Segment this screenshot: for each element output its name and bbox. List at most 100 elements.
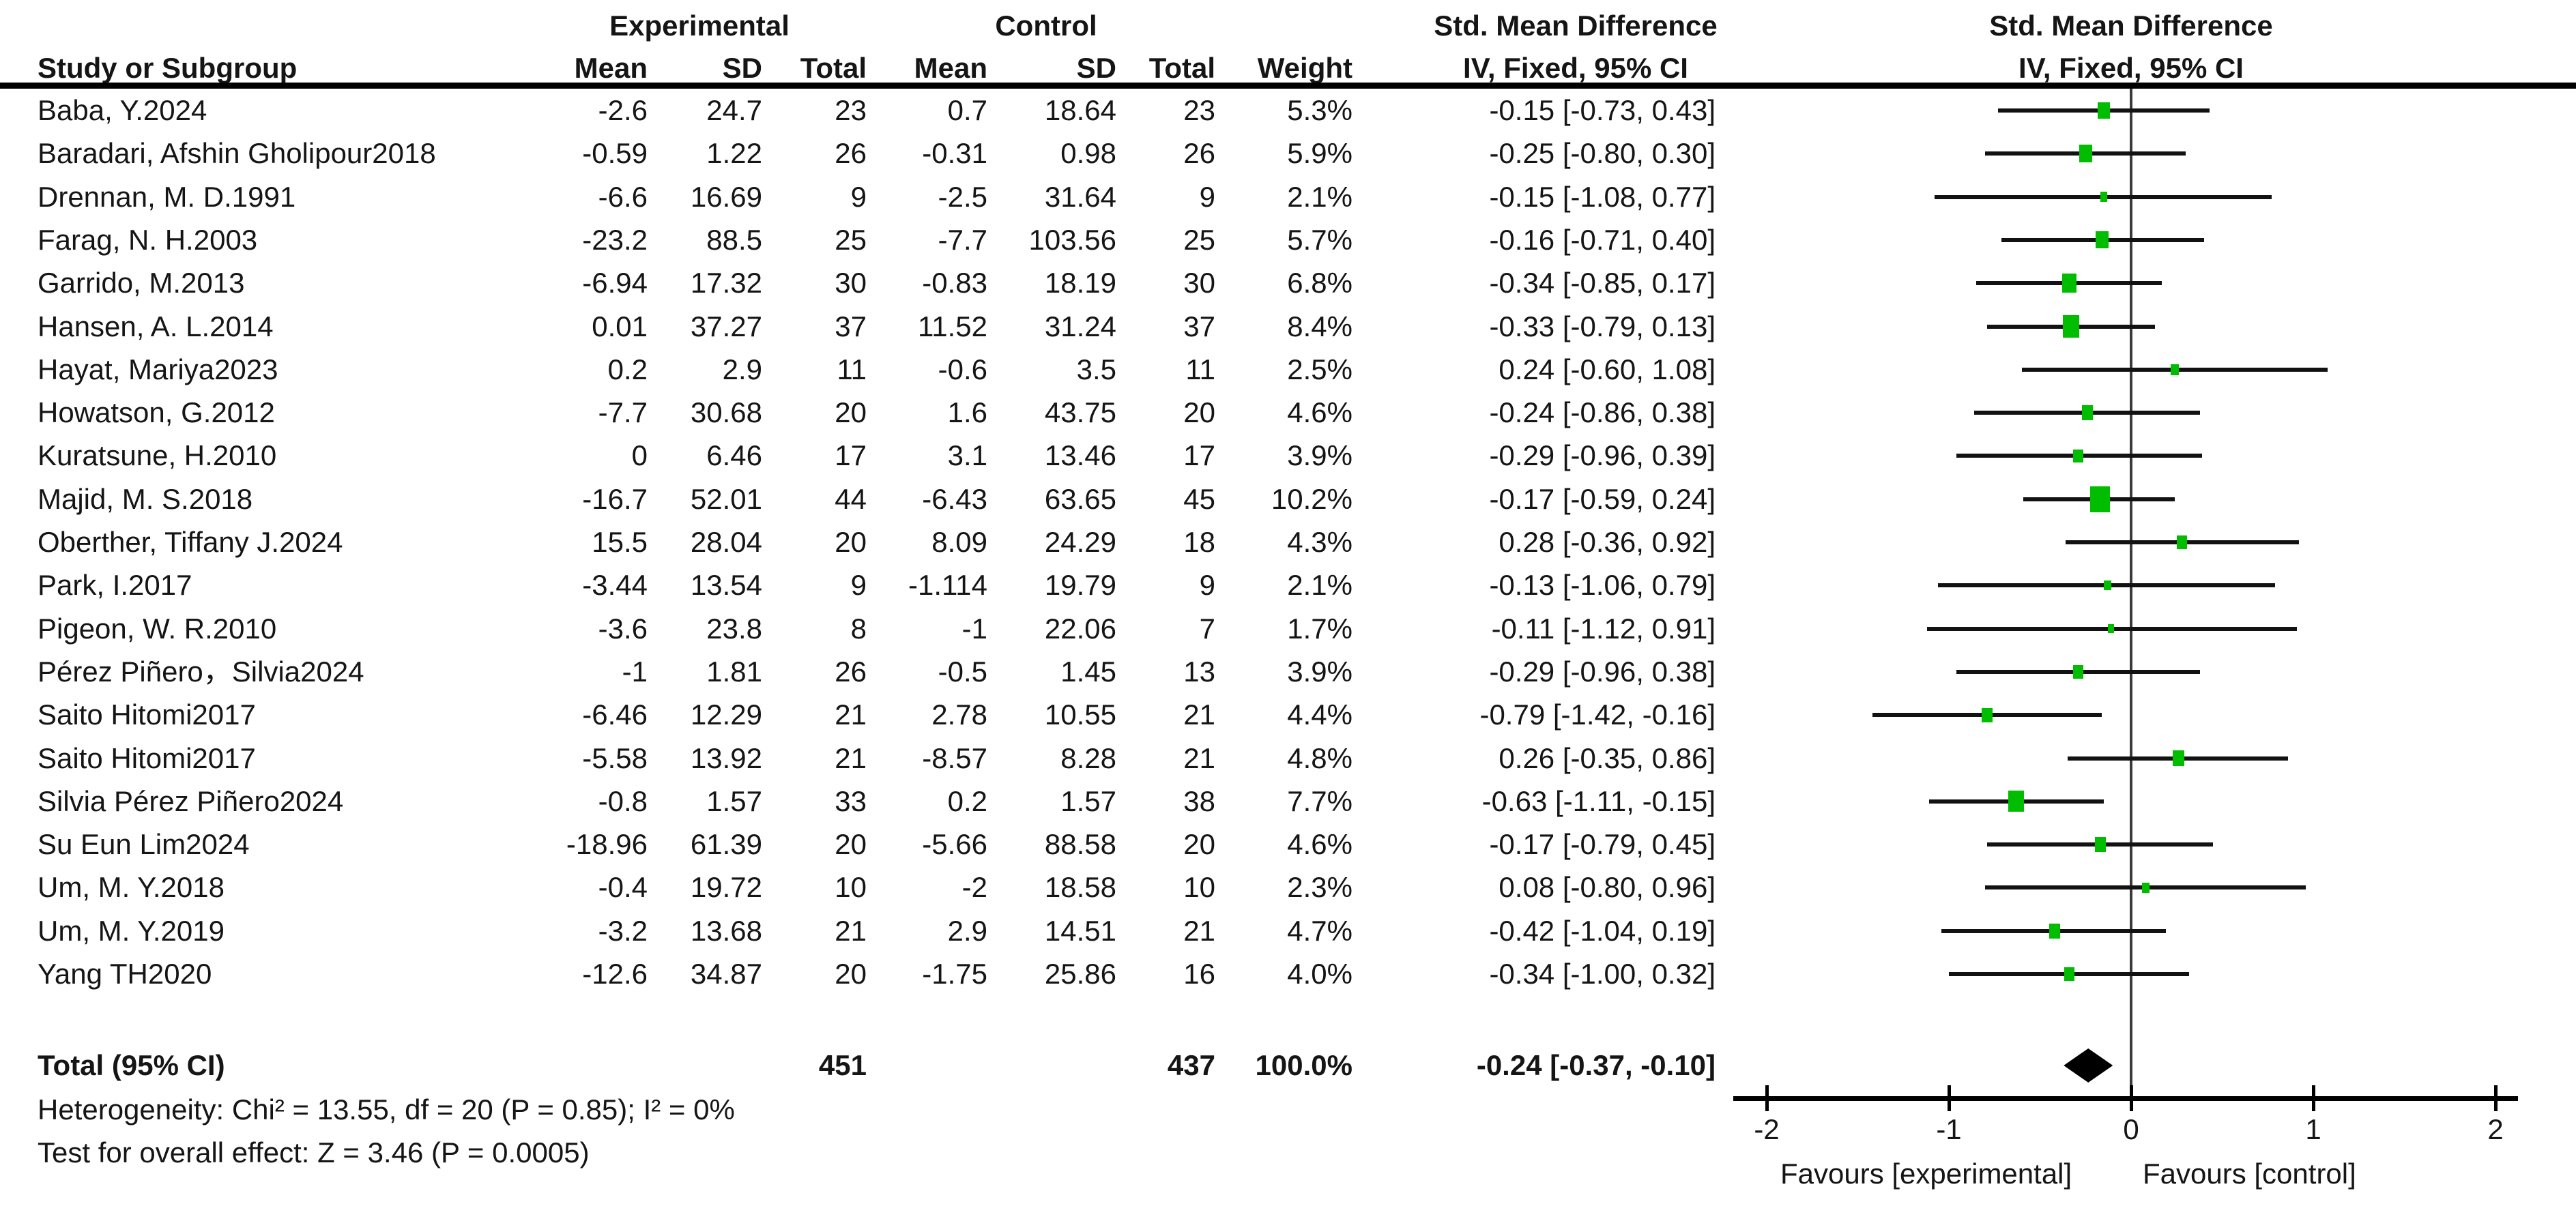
exp-mean: -3.6 (598, 612, 648, 645)
study-name: Kuratsune, H.2010 (38, 439, 277, 472)
weight: 3.9% (1287, 439, 1352, 472)
ctrl-sd: 88.58 (1044, 828, 1116, 861)
ci-text: -0.11 [-1.12, 0.91] (1491, 612, 1716, 645)
exp-mean: -6.94 (582, 267, 648, 299)
weight: 7.7% (1287, 784, 1352, 817)
weight: 2.1% (1287, 180, 1352, 213)
pooled-diamond (2064, 1048, 2113, 1083)
study-name: Howatson, G.2012 (38, 396, 275, 429)
exp-sd: 13.92 (690, 741, 762, 774)
effect-marker (2098, 102, 2110, 119)
effect-marker (2100, 192, 2108, 202)
header-smd-text-column: Std. Mean Difference (1434, 10, 1718, 42)
weight: 4.4% (1287, 698, 1352, 731)
exp-sd: 1.57 (706, 784, 762, 817)
effect-marker (2171, 364, 2179, 375)
exp-mean: 0.01 (592, 310, 648, 342)
exp-mean: -12.6 (582, 958, 648, 990)
ctrl-mean: -6.43 (922, 482, 987, 515)
exp-total: 23 (835, 94, 867, 126)
ctrl-mean: 2.9 (947, 914, 987, 947)
ctrl-mean: 8.09 (931, 526, 987, 558)
ci-text: -0.17 [-0.59, 0.24] (1489, 482, 1716, 515)
total-ci-text: -0.24 [-0.37, -0.10] (1476, 1049, 1716, 1081)
overall-effect-text: Test for overall effect: Z = 3.46 (P = 0… (38, 1136, 590, 1168)
header-ctrl-mean: Mean (914, 52, 987, 84)
ctrl-total: 21 (1183, 914, 1215, 947)
ctrl-total: 16 (1183, 958, 1215, 990)
study-name: Saito Hitomi2017 (38, 741, 256, 774)
study-name: Silvia Pérez Piñero2024 (38, 784, 344, 817)
ctrl-sd: 63.65 (1044, 482, 1116, 515)
ctrl-total: 45 (1183, 482, 1215, 515)
ctrl-total: 26 (1183, 137, 1215, 170)
header-ctrl-total: Total (1148, 52, 1215, 84)
study-name: Um, M. Y.2018 (38, 871, 225, 904)
exp-mean: -3.2 (598, 914, 648, 947)
ctrl-total: 10 (1183, 871, 1215, 904)
ctrl-total: 30 (1183, 267, 1215, 299)
exp-mean: -5.58 (582, 741, 648, 774)
ctrl-sd: 22.06 (1044, 612, 1116, 645)
study-name: Park, I.2017 (38, 569, 192, 602)
weight: 10.2% (1271, 482, 1352, 515)
ctrl-sd: 1.45 (1060, 655, 1116, 688)
weight: 4.8% (1287, 741, 1352, 774)
study-name: Saito Hitomi2017 (38, 698, 256, 731)
zero-line (2130, 89, 2132, 1096)
ci-text: -0.25 [-0.80, 0.30] (1489, 137, 1716, 170)
exp-sd: 1.22 (706, 137, 762, 170)
axis-tick-label: 0 (2123, 1113, 2139, 1145)
exp-total: 44 (835, 482, 867, 515)
ci-text: 0.08 [-0.80, 0.96] (1499, 871, 1716, 904)
exp-total: 30 (835, 267, 867, 299)
weight: 6.8% (1287, 267, 1352, 299)
effect-marker (2073, 449, 2083, 463)
study-name: Su Eun Lim2024 (38, 828, 250, 861)
exp-sd: 17.32 (690, 267, 762, 299)
heterogeneity-text: Heterogeneity: Chi² = 13.55, df = 20 (P … (38, 1093, 735, 1126)
ctrl-sd: 18.19 (1044, 267, 1116, 299)
header-smd-plot-column: Std. Mean Difference (1989, 10, 2273, 42)
exp-sd: 88.5 (706, 223, 762, 256)
weight: 8.4% (1287, 310, 1352, 342)
exp-total: 17 (835, 439, 867, 472)
effect-marker (1982, 707, 1993, 722)
exp-mean: 0 (631, 439, 648, 472)
exp-sd: 24.7 (706, 94, 762, 126)
effect-marker (2103, 580, 2111, 591)
exp-total: 25 (835, 223, 867, 256)
effect-marker (2107, 624, 2115, 634)
effect-marker (2064, 967, 2074, 981)
axis-tick-label: -2 (1754, 1113, 1780, 1145)
exp-total: 20 (835, 526, 867, 558)
exp-sd: 37.27 (690, 310, 762, 342)
exp-total: 21 (835, 914, 867, 947)
exp-mean: 0.2 (607, 353, 648, 385)
header-exp-sd: SD (722, 52, 762, 84)
ctrl-total: 17 (1183, 439, 1215, 472)
effect-marker (2096, 231, 2109, 249)
exp-total: 10 (835, 871, 867, 904)
effect-marker (2061, 274, 2076, 293)
effect-marker (2049, 923, 2061, 939)
exp-mean: -0.8 (598, 784, 648, 817)
ctrl-mean: 2.78 (931, 698, 987, 731)
ctrl-mean: -0.83 (922, 267, 987, 299)
ctrl-sd: 1.57 (1060, 784, 1116, 817)
ctrl-mean: -2.5 (938, 180, 987, 213)
exp-mean: -0.59 (582, 137, 648, 170)
header-ctrl-sd: SD (1076, 52, 1116, 84)
favours-right-label: Favours [control] (2143, 1158, 2356, 1190)
ctrl-total: 11 (1185, 353, 1215, 385)
ctrl-total: 21 (1183, 741, 1215, 774)
study-name: Drennan, M. D.1991 (38, 180, 296, 213)
ctrl-sd: 0.98 (1060, 137, 1116, 170)
ci-text: 0.26 [-0.35, 0.86] (1499, 741, 1716, 774)
exp-total: 21 (835, 698, 867, 731)
ctrl-total: 20 (1183, 828, 1215, 861)
exp-sd: 52.01 (690, 482, 762, 515)
effect-marker (2062, 314, 2080, 338)
ctrl-sd: 103.56 (1028, 223, 1116, 256)
